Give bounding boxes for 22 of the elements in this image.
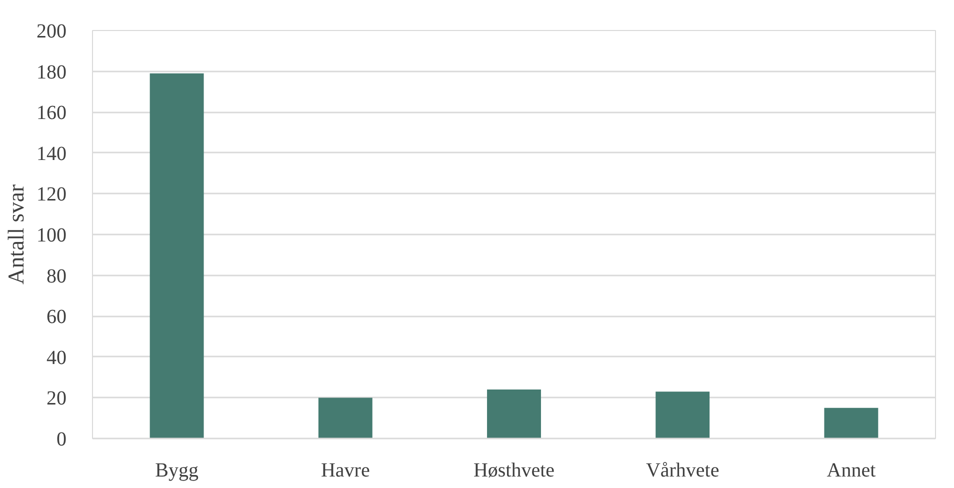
x-tick-label: Annet xyxy=(826,460,876,482)
y-tick-label: 160 xyxy=(36,102,66,124)
y-tick-label: 100 xyxy=(36,224,66,246)
y-tick-label: 140 xyxy=(36,142,66,165)
x-tick-label: Vårhvete xyxy=(646,460,720,482)
y-tick-label: 180 xyxy=(36,61,66,84)
y-tick-label: 0 xyxy=(56,428,66,450)
y-tick-label: 40 xyxy=(46,346,66,369)
bar xyxy=(150,73,204,438)
bar xyxy=(487,390,541,438)
y-tick-label: 120 xyxy=(36,184,66,206)
x-tick-label: Bygg xyxy=(155,460,198,482)
y-tick-label: 20 xyxy=(46,388,66,410)
y-tick-label: 200 xyxy=(36,20,66,42)
bar xyxy=(318,398,372,438)
x-tick-label: Havre xyxy=(320,460,370,482)
y-tick-label: 80 xyxy=(46,265,66,288)
bar xyxy=(656,392,710,438)
x-tick-label: Høsthvete xyxy=(473,460,555,482)
y-axis-title: Antall svar xyxy=(4,184,28,285)
y-tick-label: 60 xyxy=(46,306,66,328)
bar xyxy=(824,408,878,438)
